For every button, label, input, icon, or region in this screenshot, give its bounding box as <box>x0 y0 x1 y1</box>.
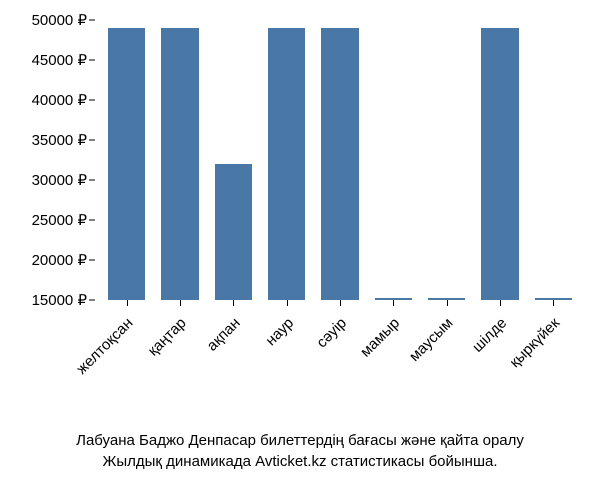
y-tick-label: 20000 ₽ <box>32 251 87 269</box>
y-axis: 15000 ₽20000 ₽25000 ₽30000 ₽35000 ₽40000… <box>0 20 95 300</box>
y-tick-label: 15000 ₽ <box>32 291 87 309</box>
x-tick-mark <box>287 300 288 306</box>
caption-line-2: Жылдық динамикада Avticket.kz статистика… <box>0 451 600 472</box>
x-tick-label: қыркүйек <box>507 314 564 371</box>
x-tick-label: қаңтар <box>145 314 190 359</box>
x-tick-label: наур <box>262 314 297 349</box>
y-tick-mark <box>89 100 95 101</box>
bar <box>108 28 145 300</box>
y-tick-mark <box>89 60 95 61</box>
y-tick-mark <box>89 260 95 261</box>
x-tick-label: сәуір <box>313 314 350 351</box>
x-tick-label: маусым <box>406 314 457 365</box>
bar <box>268 28 305 300</box>
chart-caption: Лабуана Баджо Денпасар билеттердің бағас… <box>0 430 600 472</box>
x-axis: желтоқсанқаңтарақпаннаурсәуірмамырмаусым… <box>100 300 580 420</box>
chart-container: 15000 ₽ 20000 ₽ 25000 ₽ 30000 ₽ 35000 ₽ 40000… <box>0 10 600 490</box>
x-tick-mark <box>180 300 181 306</box>
x-tick-mark <box>447 300 448 306</box>
bar <box>321 28 358 300</box>
y-tick-mark <box>89 140 95 141</box>
x-tick-mark <box>127 300 128 306</box>
x-tick-label: ақпан <box>203 314 243 354</box>
x-tick-mark <box>500 300 501 306</box>
x-tick-mark <box>233 300 234 306</box>
y-tick-label: 35000 ₽ <box>32 131 87 149</box>
y-tick-mark <box>89 20 95 21</box>
y-tick-label: 50000 ₽ <box>32 11 87 29</box>
y-tick-label: 30000 ₽ <box>32 171 87 189</box>
x-tick-label: желтоқсан <box>73 314 136 377</box>
bar <box>215 164 252 300</box>
x-tick-mark <box>393 300 394 306</box>
x-tick-label: мамыр <box>357 314 403 360</box>
plot-area <box>100 20 580 300</box>
y-tick-label: 25000 ₽ <box>32 211 87 229</box>
bar <box>481 28 518 300</box>
bars-group <box>100 20 580 300</box>
x-tick-mark <box>553 300 554 306</box>
y-tick-mark <box>89 180 95 181</box>
y-tick-mark <box>89 220 95 221</box>
y-tick-mark <box>89 300 95 301</box>
y-tick-label: 40000 ₽ <box>32 91 87 109</box>
bar <box>161 28 198 300</box>
x-tick-label: шілде <box>469 314 510 355</box>
x-tick-mark <box>340 300 341 306</box>
caption-line-1: Лабуана Баджо Денпасар билеттердің бағас… <box>0 430 600 451</box>
y-tick-label: 45000 ₽ <box>32 51 87 69</box>
